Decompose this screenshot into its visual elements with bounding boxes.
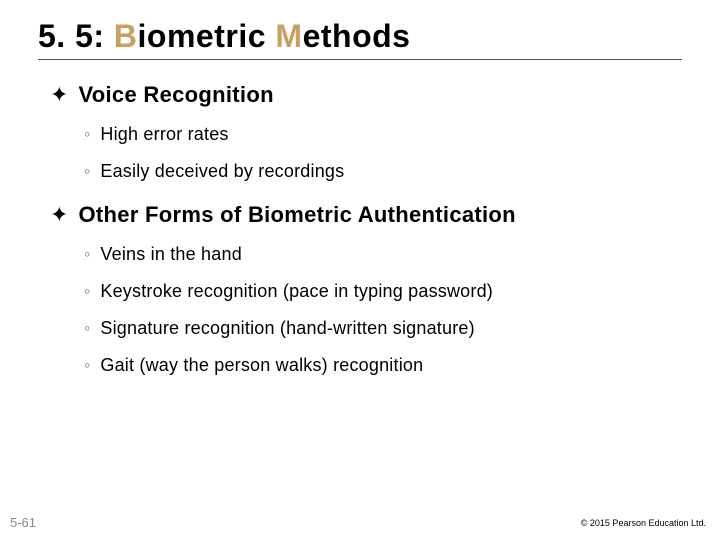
title-underline (38, 59, 682, 60)
page-number: 5-61 (10, 515, 36, 530)
slide-title: 5. 5: Biometric Methods (38, 18, 682, 55)
subbullet-icon: ◦ (84, 355, 90, 376)
subbullet-icon: ◦ (84, 318, 90, 339)
list-item: ◦ Keystroke recognition (pace in typing … (84, 281, 682, 302)
section-1: ✦ Voice Recognition (50, 82, 682, 108)
copyright-notice: © 2015 Pearson Education Ltd. (581, 518, 706, 528)
bullet-icon: ✦ (50, 84, 68, 106)
list-item-text: Gait (way the person walks) recognition (100, 355, 423, 376)
subbullet-icon: ◦ (84, 124, 90, 145)
section-2: ✦ Other Forms of Biometric Authenticatio… (50, 202, 682, 228)
list-item: ◦ Signature recognition (hand-written si… (84, 318, 682, 339)
title-accent-1: B (114, 18, 138, 54)
section-1-heading: Voice Recognition (78, 82, 273, 108)
list-item-text: High error rates (100, 124, 228, 145)
subbullet-icon: ◦ (84, 281, 90, 302)
slide: 5. 5: Biometric Methods ✦ Voice Recognit… (0, 0, 720, 540)
list-item: ◦ Veins in the hand (84, 244, 682, 265)
content-area: ✦ Voice Recognition ◦ High error rates ◦… (38, 82, 682, 376)
bullet-icon: ✦ (50, 204, 68, 226)
list-item-text: Keystroke recognition (pace in typing pa… (100, 281, 493, 302)
list-item: ◦ Easily deceived by recordings (84, 161, 682, 182)
title-rest-1: iometric (138, 18, 266, 54)
section-2-heading: Other Forms of Biometric Authentication (78, 202, 515, 228)
section-2-items: ◦ Veins in the hand ◦ Keystroke recognit… (50, 244, 682, 376)
list-item-text: Signature recognition (hand-written sign… (100, 318, 474, 339)
subbullet-icon: ◦ (84, 161, 90, 182)
list-item-text: Easily deceived by recordings (100, 161, 344, 182)
section-1-items: ◦ High error rates ◦ Easily deceived by … (50, 124, 682, 182)
title-accent-2: M (275, 18, 302, 54)
list-item: ◦ Gait (way the person walks) recognitio… (84, 355, 682, 376)
title-part-plain: 5. 5: (38, 18, 105, 54)
list-item: ◦ High error rates (84, 124, 682, 145)
subbullet-icon: ◦ (84, 244, 90, 265)
title-rest-2: ethods (303, 18, 411, 54)
list-item-text: Veins in the hand (100, 244, 242, 265)
